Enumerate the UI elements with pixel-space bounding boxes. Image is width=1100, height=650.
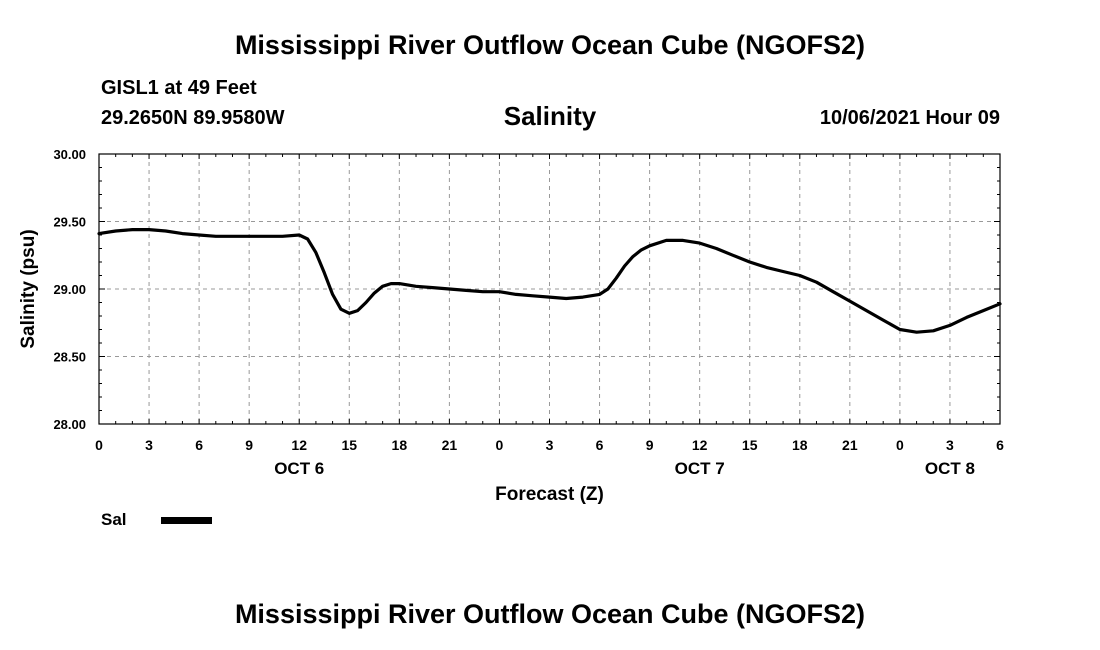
x-tick-label: 0 [95,437,103,453]
y-tick-label: 28.00 [53,417,86,432]
x-tick-label: 6 [195,437,203,453]
y-axis-title: Salinity (psu) [18,229,39,348]
day-label: OCT 6 [274,459,324,478]
x-tick-label: 12 [692,437,708,453]
plot-frame [98,153,1001,425]
x-tick-label: 15 [742,437,758,453]
x-tick-label: 6 [596,437,604,453]
y-tick-label: 30.00 [53,147,86,162]
day-label: OCT 7 [675,459,725,478]
y-tick-label: 29.00 [53,282,86,297]
x-tick-label: 18 [392,437,408,453]
x-axis-title: Forecast (Z) [495,484,604,505]
x-tick-label: 3 [946,437,954,453]
x-tick-label: 6 [996,437,1004,453]
chart-subtitle: Salinity [503,101,597,131]
y-tick-label: 28.50 [53,350,86,365]
x-tick-label: 3 [145,437,153,453]
x-tick-label: 0 [896,437,904,453]
x-tick-label: 9 [646,437,654,453]
chart-main-title: Mississippi River Outflow Ocean Cube (NG… [234,30,866,60]
legend-line-swatch [161,517,212,524]
grid-lines [99,154,1000,424]
x-tick-label: 18 [792,437,808,453]
axis-labels: 0 3 6 9 12 15 18 21 0 3 6 9 12 15 18 21 0 3 6 28.00 28.50 29.… [18,147,1004,505]
x-tick-label: 12 [291,437,307,453]
day-label: OCT 8 [925,459,975,478]
legend-label: Sal [101,510,127,529]
station-name: GISL1 at 49 Feet [101,77,257,99]
x-tick-label: 3 [546,437,554,453]
series-layer [97,228,1002,334]
x-tick-label: 0 [496,437,504,453]
forecast-run-time: 10/06/2021 Hour 09 [819,107,1000,129]
series-line-sal [97,228,1002,334]
chart-footer-title: Mississippi River Outflow Ocean Cube (NG… [234,599,866,629]
x-tick-label: 21 [842,437,858,453]
x-tick-label: 15 [341,437,357,453]
x-tick-label: 9 [245,437,253,453]
station-coordinates: 29.2650N 89.9580W [101,107,285,129]
x-tick-label: 21 [442,437,458,453]
y-tick-label: 29.50 [53,215,86,230]
